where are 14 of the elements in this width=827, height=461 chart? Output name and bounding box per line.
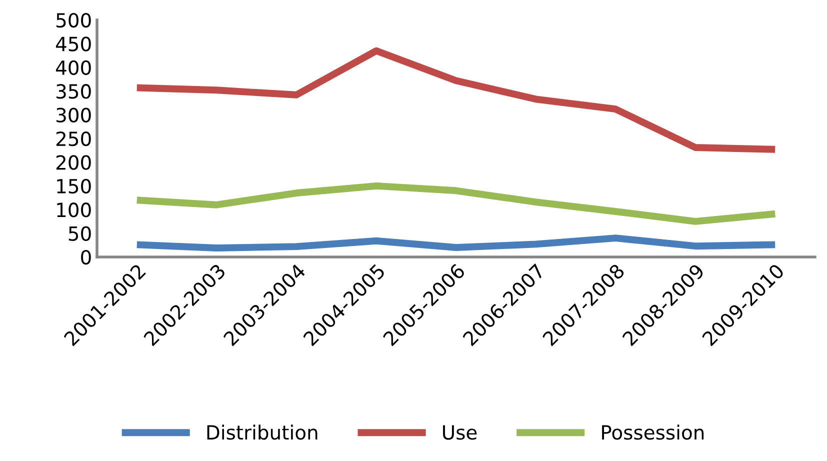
y-tick-label: 100 bbox=[57, 202, 91, 218]
y-tick-label: 400 bbox=[56, 60, 91, 76]
y-tick-label: 200 bbox=[56, 155, 91, 170]
legend-label: Possession bbox=[602, 424, 704, 440]
y-tick-label: 50 bbox=[68, 226, 91, 241]
legend-label: Distribution bbox=[207, 424, 318, 440]
y-tick-label: 450 bbox=[56, 36, 91, 52]
y-tick-label: 250 bbox=[56, 131, 91, 146]
y-tick-label: 350 bbox=[56, 84, 91, 99]
y-tick-label: 150 bbox=[57, 178, 91, 194]
y-tick-label: 500 bbox=[56, 12, 91, 28]
y-tick-label: 300 bbox=[56, 108, 91, 122]
legend-label: Use bbox=[443, 425, 477, 440]
y-tick-label: 0 bbox=[81, 250, 91, 265]
